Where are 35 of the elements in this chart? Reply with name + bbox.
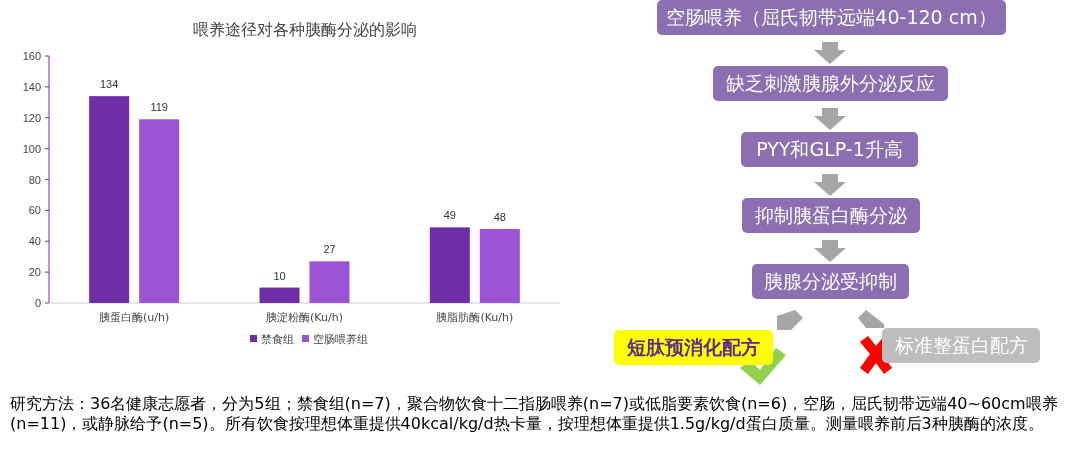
- data-label: 27: [323, 243, 336, 256]
- x-tick-label: 胰淀粉酶(Ku/h): [266, 311, 343, 324]
- y-tick-label: 60: [28, 204, 41, 217]
- text: 空肠喂养（屈氏韧带远端40-120 cm）: [657, 0, 1006, 35]
- y-tick-label: 140: [22, 80, 41, 93]
- y-tick-label: 100: [22, 142, 41, 155]
- y-tick-label: 80: [28, 173, 41, 186]
- legend-label: 禁食组: [261, 333, 294, 346]
- legend-label: 空肠喂养组: [313, 333, 368, 346]
- y-tick-label: 120: [22, 111, 41, 124]
- text: 标准整蛋白配方: [882, 328, 1040, 363]
- bar: [89, 96, 130, 303]
- data-label: 49: [443, 209, 456, 222]
- y-tick-label: 160: [22, 50, 41, 62]
- bar: [479, 228, 520, 303]
- bar: [139, 119, 180, 303]
- bar: [429, 227, 470, 303]
- y-tick-label: 20: [28, 266, 41, 279]
- bar: [309, 261, 350, 303]
- x-tick-label: 胰脂肪酶(Ku/h): [436, 311, 514, 324]
- chart-title: 喂养途径对各种胰酶分泌的影响: [193, 20, 417, 39]
- text: 缺乏刺激胰腺外分泌反应: [713, 66, 948, 101]
- x-tick-label: 胰蛋白酶(u/h): [99, 311, 170, 324]
- text: 胰腺分泌受抑制: [752, 264, 909, 299]
- bar: [259, 287, 300, 303]
- data-label: 119: [150, 101, 168, 114]
- data-label: 10: [273, 269, 286, 282]
- text: 研究方法：36名健康志愿者，分为5组；禁食组(n=7)，聚合物饮食十二指肠喂养(n=7)或低脂要素饮食(n=6)，空肠，屈氏韧带远端40~60cm喂养(n=11)，或静脉给予(n=5)。所有饮食按理想体重提供40kcal/kg/d热卡量，按理想体重提供1.5g/kg/d蛋白质量。测量喂养前后3种胰酶的浓度。: [10, 394, 1059, 434]
- text: 短肽预消化配方: [614, 330, 773, 365]
- y-tick-label: 40: [28, 235, 41, 248]
- data-label: 134: [99, 78, 119, 91]
- text: PYY和GLP-1升高: [741, 132, 918, 167]
- y-tick-label: 0: [34, 297, 41, 309]
- data-label: 48: [493, 210, 506, 223]
- text: 抑制胰蛋白酶分泌: [742, 198, 920, 233]
